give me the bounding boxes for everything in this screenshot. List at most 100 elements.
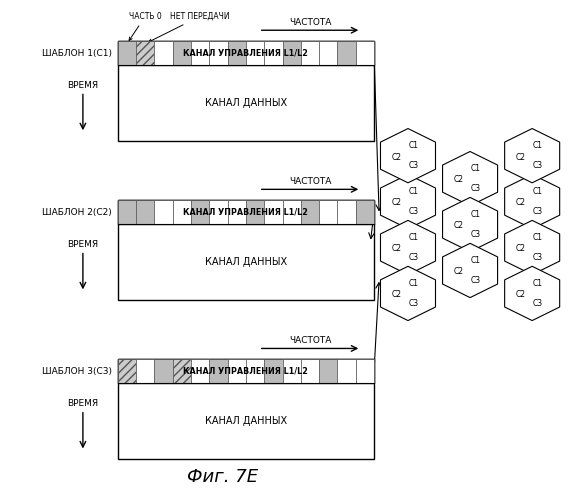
Text: C1: C1: [533, 141, 543, 150]
Polygon shape: [380, 174, 435, 229]
Text: ШАБЛОН 1(С1): ШАБЛОН 1(С1): [42, 48, 112, 58]
Text: C3: C3: [533, 208, 543, 216]
Bar: [319, 360, 338, 384]
Bar: [136, 200, 154, 224]
Bar: [209, 360, 228, 384]
Text: C3: C3: [471, 230, 481, 239]
Bar: [301, 200, 319, 224]
Bar: [301, 360, 319, 384]
Bar: [118, 200, 374, 224]
Bar: [154, 41, 173, 65]
Text: КАНАЛ ДАННЫХ: КАНАЛ ДАННЫХ: [205, 257, 287, 267]
Text: НЕТ ПЕРЕДАЧИ: НЕТ ПЕРЕДАЧИ: [149, 12, 230, 42]
Text: ВРЕМЯ: ВРЕМЯ: [67, 240, 98, 249]
Bar: [319, 41, 338, 65]
Text: C1: C1: [533, 232, 543, 241]
Bar: [319, 200, 338, 224]
Text: КАНАЛ ДАННЫХ: КАНАЛ ДАННЫХ: [205, 98, 287, 108]
Bar: [356, 200, 374, 224]
Bar: [264, 200, 283, 224]
Polygon shape: [505, 266, 560, 320]
Text: C1: C1: [533, 278, 543, 287]
Bar: [246, 41, 264, 65]
Text: C3: C3: [533, 254, 543, 262]
Bar: [173, 41, 191, 65]
Text: ШАБЛОН 3(С3): ШАБЛОН 3(С3): [42, 367, 112, 376]
Polygon shape: [443, 198, 498, 252]
Bar: [209, 200, 228, 224]
Text: C3: C3: [533, 162, 543, 170]
Polygon shape: [505, 174, 560, 229]
Text: C1: C1: [471, 256, 481, 264]
Text: C2: C2: [454, 176, 464, 184]
Text: КАНАЛ УПРАВЛЕНИЯ L1/L2: КАНАЛ УПРАВЛЕНИЯ L1/L2: [184, 48, 308, 58]
Text: C1: C1: [409, 187, 419, 196]
Bar: [356, 360, 374, 384]
Bar: [338, 200, 356, 224]
Text: C2: C2: [392, 198, 402, 207]
Text: Фиг. 7Е: Фиг. 7Е: [187, 468, 258, 486]
Bar: [118, 360, 136, 384]
Text: C3: C3: [533, 299, 543, 308]
Bar: [191, 360, 209, 384]
Text: C3: C3: [471, 276, 481, 285]
Polygon shape: [505, 128, 560, 183]
Text: ЧАСТОТА: ЧАСТОТА: [289, 18, 331, 27]
Text: ЧАСТЬ 0: ЧАСТЬ 0: [129, 12, 161, 40]
Text: ВРЕМЯ: ВРЕМЯ: [67, 81, 98, 90]
Bar: [136, 360, 154, 384]
Bar: [228, 41, 246, 65]
Bar: [264, 360, 283, 384]
Text: ЧАСТОТА: ЧАСТОТА: [289, 178, 331, 186]
Bar: [191, 200, 209, 224]
Bar: [338, 41, 356, 65]
Polygon shape: [380, 128, 435, 183]
Polygon shape: [443, 244, 498, 298]
Text: C1: C1: [471, 164, 481, 173]
Bar: [118, 41, 136, 65]
Text: C2: C2: [516, 152, 526, 162]
Polygon shape: [380, 266, 435, 320]
Bar: [173, 360, 191, 384]
Text: C1: C1: [471, 210, 481, 218]
Text: ВРЕМЯ: ВРЕМЯ: [67, 399, 98, 408]
Text: C3: C3: [409, 162, 419, 170]
Text: C2: C2: [516, 244, 526, 254]
Text: C2: C2: [454, 222, 464, 230]
Bar: [154, 360, 173, 384]
Polygon shape: [505, 220, 560, 274]
Text: C2: C2: [516, 198, 526, 207]
Text: C3: C3: [471, 184, 481, 194]
Bar: [118, 200, 136, 224]
Bar: [228, 360, 246, 384]
Bar: [209, 41, 228, 65]
Bar: [228, 200, 246, 224]
Text: C2: C2: [392, 244, 402, 254]
Bar: [191, 41, 209, 65]
Bar: [118, 41, 374, 65]
Bar: [118, 360, 374, 384]
Text: C1: C1: [409, 278, 419, 287]
Text: C2: C2: [516, 290, 526, 300]
Bar: [136, 41, 154, 65]
Bar: [118, 360, 374, 459]
Text: ЧАСТОТА: ЧАСТОТА: [289, 336, 331, 345]
Bar: [264, 41, 283, 65]
Bar: [118, 200, 374, 300]
Text: КАНАЛ УПРАВЛЕНИЯ L1/L2: КАНАЛ УПРАВЛЕНИЯ L1/L2: [184, 367, 308, 376]
Text: C3: C3: [409, 299, 419, 308]
Text: C3: C3: [409, 208, 419, 216]
Text: C1: C1: [409, 232, 419, 241]
Text: C3: C3: [409, 254, 419, 262]
Bar: [283, 41, 301, 65]
Bar: [246, 200, 264, 224]
Text: C1: C1: [409, 141, 419, 150]
Text: КАНАЛ ДАННЫХ: КАНАЛ ДАННЫХ: [205, 416, 287, 426]
Bar: [173, 200, 191, 224]
Text: C1: C1: [533, 187, 543, 196]
Polygon shape: [380, 220, 435, 274]
Text: C2: C2: [454, 268, 464, 276]
Text: ШАБЛОН 2(С2): ШАБЛОН 2(С2): [42, 208, 112, 216]
Bar: [154, 200, 173, 224]
Bar: [246, 360, 264, 384]
